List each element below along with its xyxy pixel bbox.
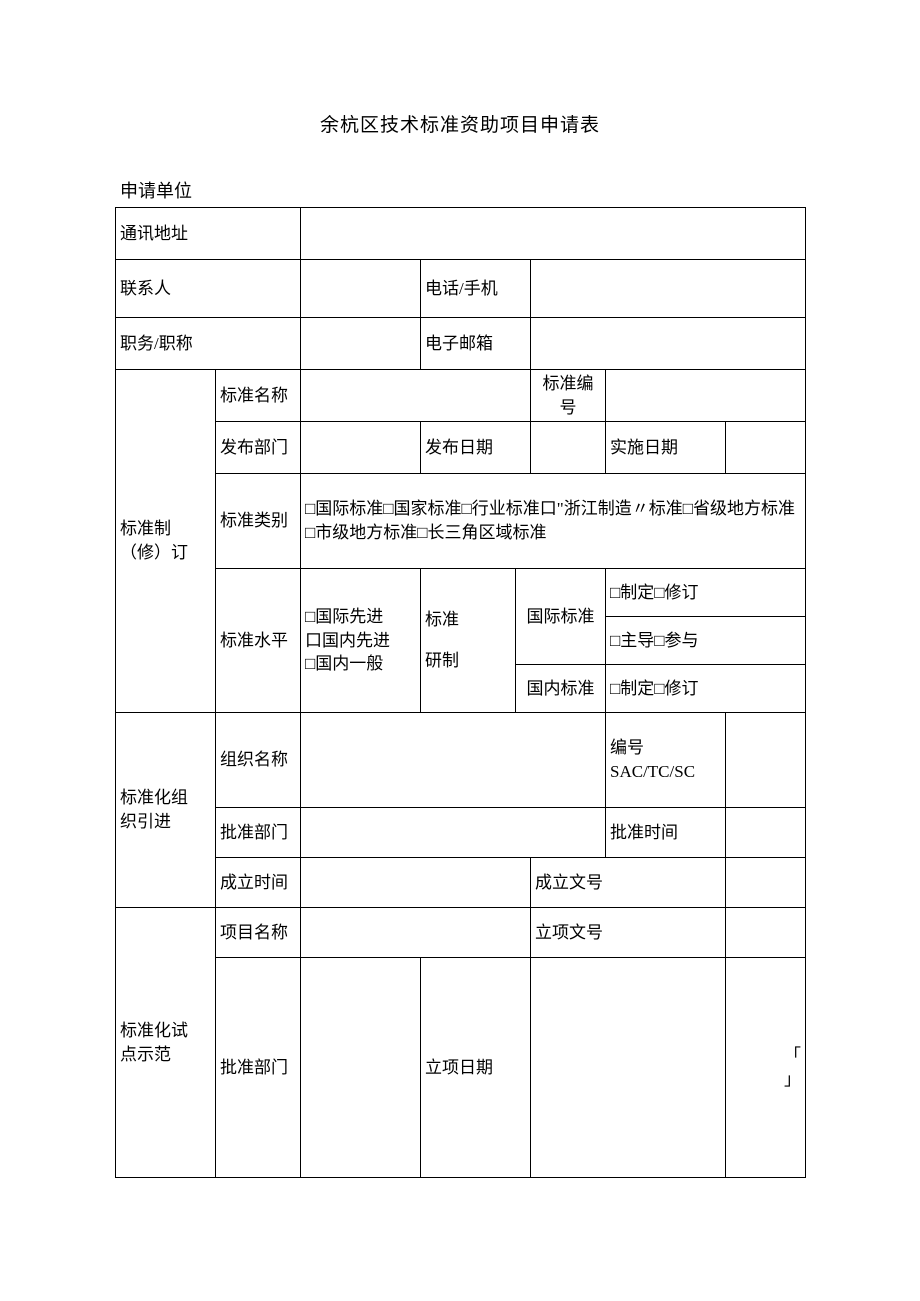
pub-date-field[interactable] xyxy=(531,422,606,474)
category-label: 标准类别 xyxy=(216,474,301,569)
job-label: 职务/职称 xyxy=(116,318,301,370)
org-approve-dept-label: 批准部门 xyxy=(216,808,301,858)
proj-doc-label: 立项文号 xyxy=(531,908,726,958)
proj-date-label: 立项日期 xyxy=(421,958,531,1178)
imp-date-label: 实施日期 xyxy=(606,422,726,474)
research-label: 标准 研制 xyxy=(421,569,516,713)
level-label: 标准水平 xyxy=(216,569,301,713)
org-name-label: 组织名称 xyxy=(216,713,301,808)
imp-date-field[interactable] xyxy=(726,422,806,474)
org-approve-time-field[interactable] xyxy=(726,808,806,858)
intl-std-label: 国际标准 xyxy=(516,569,606,665)
found-time-label: 成立时间 xyxy=(216,858,301,908)
form-title: 余杭区技术标准资助项目申请表 xyxy=(115,110,805,137)
org-approve-dept-field[interactable] xyxy=(301,808,606,858)
section-pilot-label: 标准化试 点示范 xyxy=(116,908,216,1178)
found-time-field[interactable] xyxy=(301,858,531,908)
std-code-field[interactable] xyxy=(606,370,806,422)
proj-name-field[interactable] xyxy=(301,908,531,958)
email-label: 电子邮箱 xyxy=(421,318,531,370)
level-options[interactable]: □国际先进 口国内先进 □国内一般 xyxy=(301,569,421,713)
sac-field[interactable] xyxy=(726,713,806,808)
pub-date-label: 发布日期 xyxy=(421,422,531,474)
found-doc-label: 成立文号 xyxy=(531,858,726,908)
std-code-label: 标准编号 xyxy=(531,370,606,422)
intl-lead-join[interactable]: □主导□参与 xyxy=(606,617,806,665)
contact-label: 联系人 xyxy=(116,260,301,318)
proj-name-label: 项目名称 xyxy=(216,908,301,958)
pub-dept-field[interactable] xyxy=(301,422,421,474)
address-field[interactable] xyxy=(301,208,806,260)
pilot-approve-dept-field[interactable] xyxy=(301,958,421,1178)
std-name-field[interactable] xyxy=(301,370,531,422)
pilot-approve-dept-label: 批准部门 xyxy=(216,958,301,1178)
proj-date-field[interactable] xyxy=(531,958,726,1178)
sac-label: 编号 SAC/TC/SC xyxy=(606,713,726,808)
email-field[interactable] xyxy=(531,318,806,370)
std-name-label: 标准名称 xyxy=(216,370,301,422)
org-name-field[interactable] xyxy=(301,713,606,808)
application-form-table: 通讯地址 联系人 电话/手机 职务/职称 电子邮箱 标准制 （修）订 标准名称 … xyxy=(115,207,806,1178)
proj-doc-field[interactable] xyxy=(726,908,806,958)
address-label: 通讯地址 xyxy=(116,208,301,260)
pub-dept-label: 发布部门 xyxy=(216,422,301,474)
dom-std-label: 国内标准 xyxy=(516,665,606,713)
found-doc-field[interactable] xyxy=(726,858,806,908)
corner-marks: 「 」 xyxy=(726,958,806,1178)
contact-field[interactable] xyxy=(301,260,421,318)
phone-field[interactable] xyxy=(531,260,806,318)
applicant-label: 申请单位 xyxy=(120,177,805,203)
job-field[interactable] xyxy=(301,318,421,370)
intl-make-revise[interactable]: □制定□修订 xyxy=(606,569,806,617)
phone-label: 电话/手机 xyxy=(421,260,531,318)
section-standard-label: 标准制 （修）订 xyxy=(116,370,216,713)
org-approve-time-label: 批准时间 xyxy=(606,808,726,858)
section-org-label: 标准化组 织引进 xyxy=(116,713,216,908)
dom-make-revise[interactable]: □制定□修订 xyxy=(606,665,806,713)
category-options[interactable]: □国际标准□国家标准□行业标准口"浙江制造〃标准□省级地方标准□市级地方标准□长… xyxy=(301,474,806,569)
